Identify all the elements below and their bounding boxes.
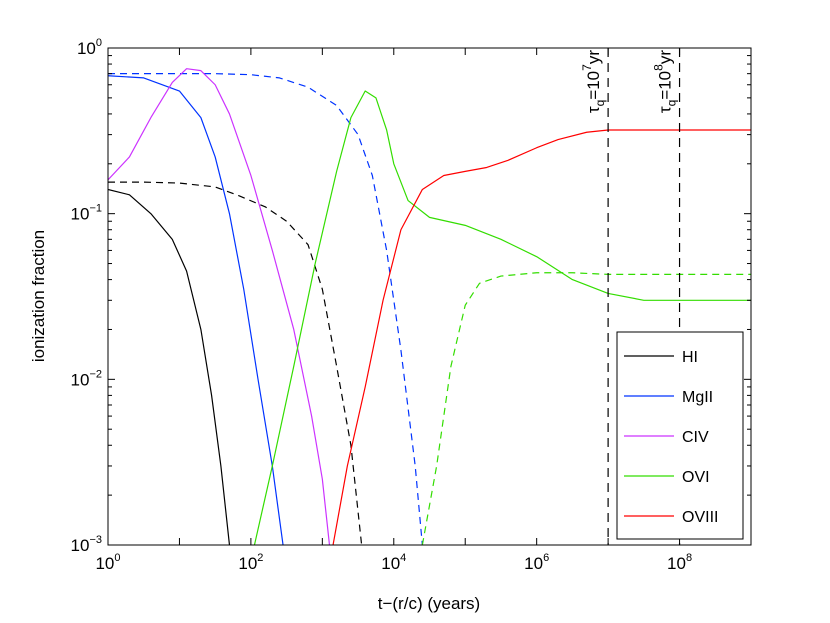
x-tick-label: 102 bbox=[238, 552, 263, 573]
legend-label-ovi: OVI bbox=[682, 469, 710, 486]
reference-lines-layer: τq=107yr τq=108yr bbox=[580, 48, 681, 545]
x-axis-title: t−(r/c) (years) bbox=[378, 594, 480, 613]
y-tick-label: 10−2 bbox=[71, 368, 102, 389]
tau-q-label-2: τq=108yr bbox=[652, 50, 679, 113]
series-line-mgii-dashed bbox=[108, 73, 423, 545]
plot-frame bbox=[107, 47, 752, 546]
tau-q-label-1: τq=107yr bbox=[580, 50, 607, 113]
series-line-oviii-solid bbox=[332, 129, 751, 545]
axis-ticks-layer bbox=[107, 47, 752, 546]
series-line-ovi-dashed bbox=[421, 272, 751, 545]
x-tick-label: 106 bbox=[524, 552, 549, 573]
y-tick-label: 10−1 bbox=[71, 203, 102, 224]
y-tick-label: 10−3 bbox=[71, 534, 102, 555]
series-line-mgii-solid bbox=[108, 75, 284, 545]
x-tick-label: 104 bbox=[381, 552, 406, 573]
y-axis-title: ionization fraction bbox=[29, 230, 48, 362]
axis-labels-layer: 100 102 104 106 108 100 10−1 10−2 10−3 bbox=[71, 37, 693, 573]
series-line-hi-solid bbox=[108, 188, 231, 545]
y-tick-label: 100 bbox=[77, 37, 102, 58]
x-tick-label: 108 bbox=[667, 552, 692, 573]
legend-label-mgii: MgII bbox=[682, 389, 713, 406]
series-line-civ-solid bbox=[108, 68, 331, 545]
x-tick-label: 100 bbox=[95, 552, 120, 573]
series-line-hi-dashed bbox=[108, 181, 363, 545]
series-line-ovi-solid bbox=[253, 90, 751, 545]
legend-label-civ: CIV bbox=[682, 429, 709, 446]
legend-label-oviii: OVIII bbox=[682, 509, 718, 526]
legend: HI MgII CIV OVI OVIII bbox=[616, 331, 744, 540]
legend-label-hi: HI bbox=[682, 349, 698, 366]
series-layer bbox=[108, 68, 751, 545]
